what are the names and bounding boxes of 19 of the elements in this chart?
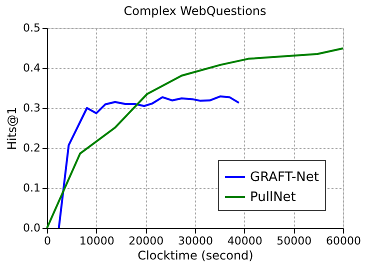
y-tick-label: 0.0 (23, 222, 40, 234)
y-axis-title: Hits@1 (5, 107, 20, 150)
legend-label: PullNet (250, 190, 296, 205)
x-tick-label: 10000 (79, 234, 114, 248)
y-tick-label: 0.1 (23, 182, 40, 194)
y-tick-label: 0.5 (23, 22, 40, 34)
x-tick-label: 50000 (276, 234, 312, 248)
line-series (58, 95, 240, 229)
x-tick-label: 20000 (128, 234, 164, 248)
x-tick-label: 60000 (326, 234, 361, 248)
x-tick-label: 30000 (178, 234, 213, 248)
x-tick-label: 40000 (227, 234, 262, 248)
x-tick-label: 0 (44, 234, 51, 248)
legend-label: GRAFT-Net (250, 170, 319, 185)
y-tick-label: 0.2 (23, 142, 40, 154)
x-axis-title: Clocktime (second) (138, 248, 254, 262)
y-tick-label: 0.4 (23, 62, 40, 74)
chart-title: Complex WebQuestions (124, 4, 266, 18)
y-tick-label: 0.3 (23, 102, 40, 114)
